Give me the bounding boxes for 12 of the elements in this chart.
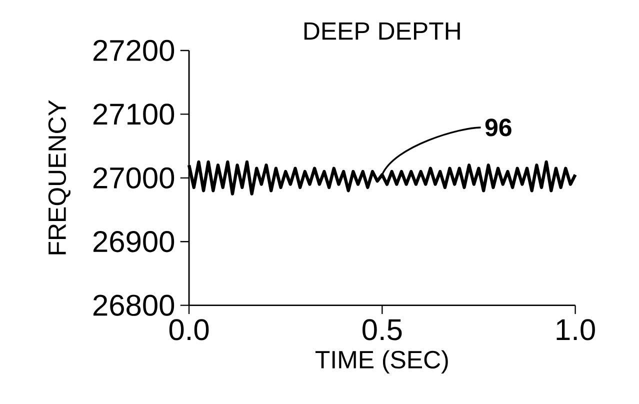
x-axis-title: TIME (SEC) — [315, 350, 448, 374]
y-tick-label: 27000 — [93, 167, 174, 189]
y-axis-title: FREQUENCY — [48, 100, 70, 254]
y-tick-label: 26900 — [93, 231, 174, 252]
y-tick-label: 27100 — [93, 104, 174, 125]
y-tick-label: 27200 — [93, 40, 174, 62]
x-tick-label: 0.0 — [169, 319, 209, 340]
x-tick-label: 0.5 — [362, 319, 402, 340]
chart-title: DEEP DEPTH — [304, 22, 460, 40]
x-tick-label: 1.0 — [556, 319, 595, 340]
y-tick-label: 26800 — [93, 294, 174, 316]
annotation: 96 — [485, 118, 512, 136]
